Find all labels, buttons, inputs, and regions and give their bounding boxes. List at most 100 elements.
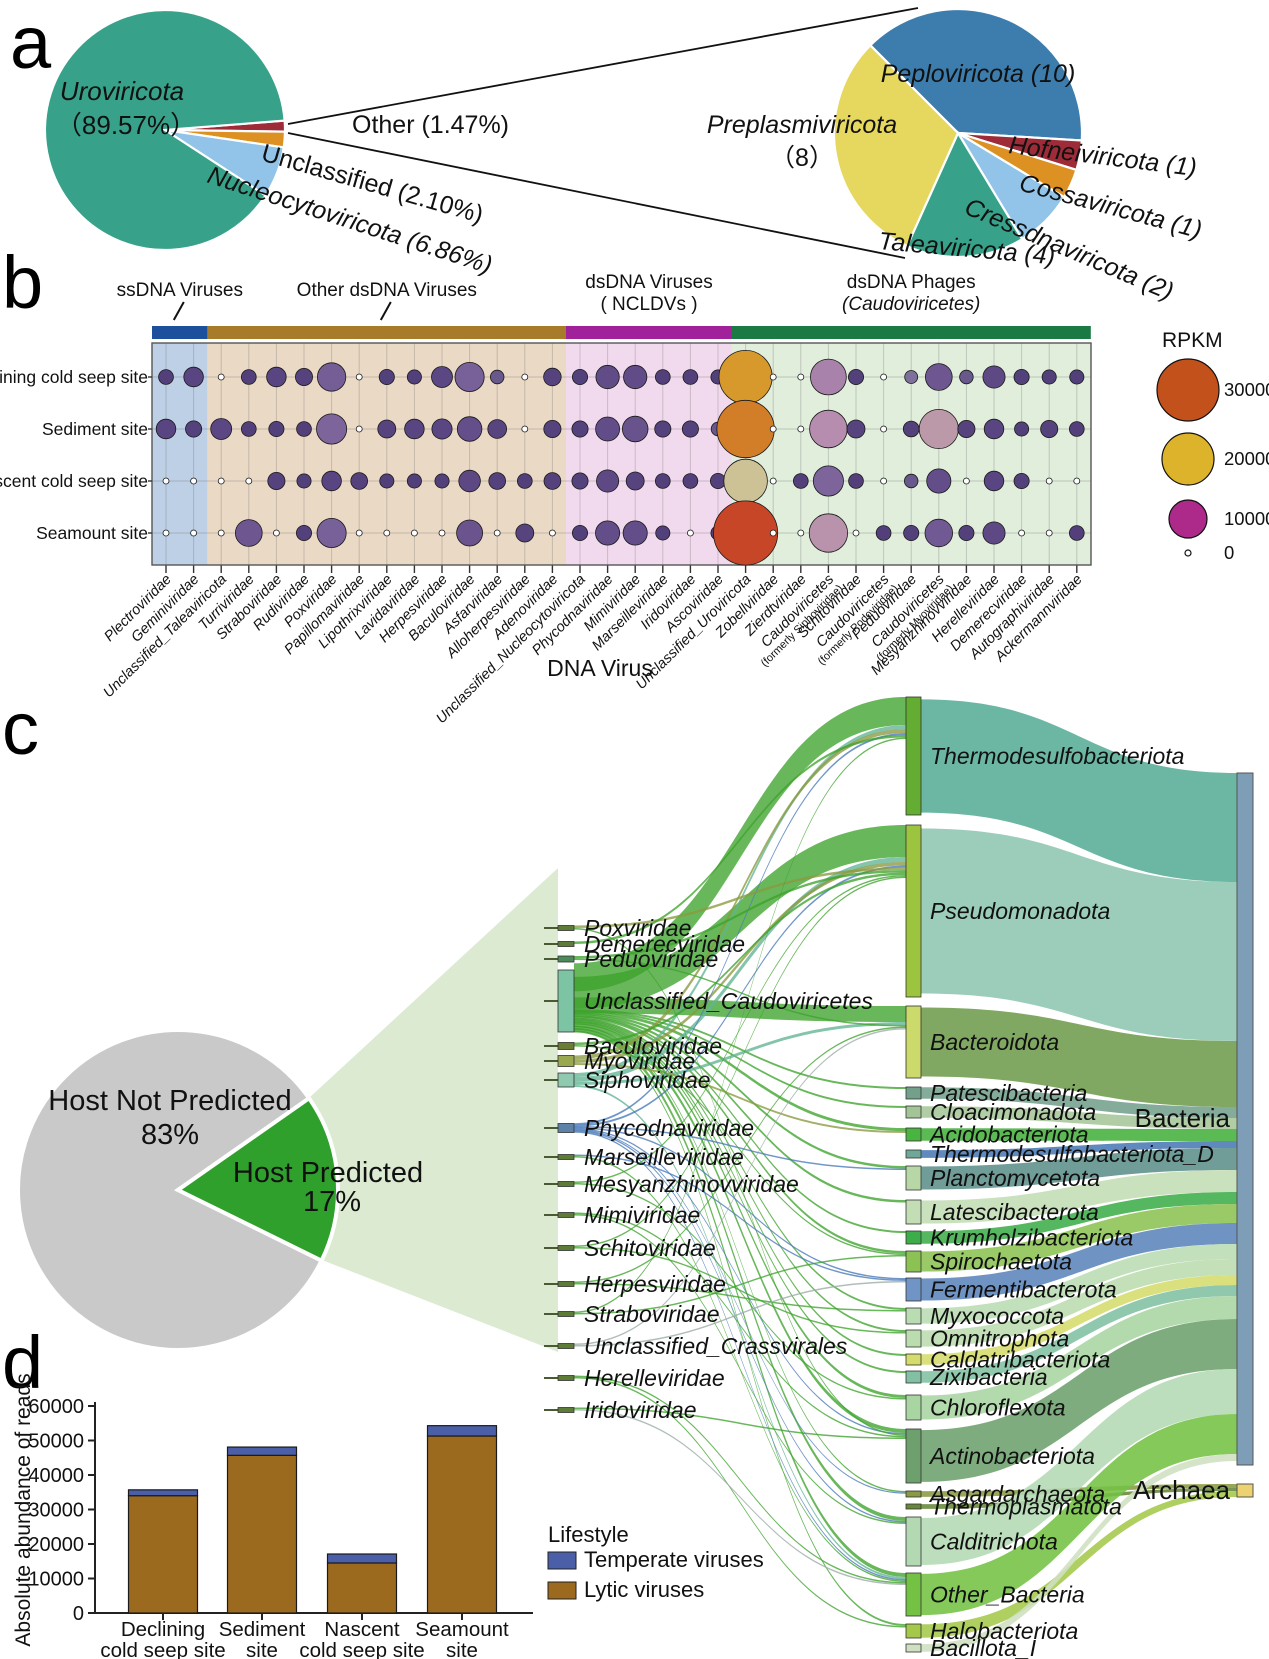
bubble-Asfarviridae [488, 472, 507, 490]
bubble-Unclassified_Nucleocytoviricota [572, 368, 589, 385]
sankey-link [921, 1369, 1237, 1566]
bubble-Asfarviridae [493, 529, 501, 537]
pie-slice-label-preplasmiviricota: Preplasmiviricota [707, 111, 897, 139]
sankey-node-Caldatribacteriota [905, 1353, 922, 1366]
sankey-link [574, 1030, 906, 1626]
bubble-matrix: ssDNA Viruses Other dsDNA Viruses dsDNA Vi… [0, 272, 1092, 727]
bubble-Poxviridae [321, 470, 342, 492]
bubble-Marseilleviridae [654, 473, 671, 489]
y-tick-label: 40000 [28, 1465, 84, 1487]
sankey-link [574, 1247, 906, 1334]
sankey-mid-label: Thermodesulfobacteriota_D [930, 1141, 1214, 1167]
bubble-Papillomaviridae [355, 425, 363, 433]
beam-shape [309, 868, 558, 1352]
group-label: ssDNA Viruses [117, 280, 243, 301]
bar-lytic-Nascent [326, 1562, 398, 1614]
sankey-link [574, 1010, 906, 1131]
sankey-link [574, 697, 906, 992]
sankey-link [574, 1126, 906, 1170]
bubble-Straboviridae [266, 366, 287, 388]
sankey-mid-label: Planctomycetota [930, 1165, 1100, 1191]
pie-slice-Taleaviricota [905, 130, 1024, 259]
sankey-link [574, 725, 906, 1077]
sankey-node-Chloroflexota [905, 1394, 922, 1421]
legend-circle-20000 [1161, 432, 1215, 486]
sankey-node-Halobacteriota [905, 1623, 922, 1639]
bubble-Schitoviridae [846, 419, 866, 439]
bubble-Straboviridae [268, 420, 285, 437]
pie-slice-Host Predicted [174, 1095, 340, 1264]
sankey-link [574, 1022, 906, 1433]
group-sublabel: (Caudoviricetes) [842, 294, 980, 315]
y-tick-label: 30000 [28, 1500, 84, 1522]
bubble-Caudoviricetes [880, 477, 887, 485]
sankey-mid-label: Latescibacterota [930, 1199, 1099, 1225]
bubble-Mimiviridae [625, 471, 645, 491]
sankey-link [574, 825, 906, 1009]
y-tick-label: 0 [73, 1603, 84, 1625]
bubble-Unclassified_Taleaviricota [217, 477, 225, 485]
sankey-left-label: Siphoviridae [584, 1067, 711, 1093]
sankey-link [574, 1377, 906, 1628]
bubble-Ackermannviridae [1069, 421, 1085, 437]
sankey-node-Thermodesulfobacteriota [905, 696, 922, 816]
bubble-Caudoviricetes [924, 518, 954, 548]
bubble-Rudiviridae [295, 525, 312, 542]
bubble-Plectroviridae [162, 529, 170, 537]
sankey-link [574, 857, 906, 1082]
sankey-left-label: Mimiviridae [584, 1202, 700, 1228]
sankey-link [921, 828, 1237, 1041]
bubble-Zierdtviridae [797, 425, 805, 433]
sankey-left-label: Baculoviridae [584, 1033, 722, 1059]
sankey-link [574, 1154, 906, 1281]
sankey-node-Cloacimonadota [905, 1105, 922, 1119]
sankey-link [574, 1017, 906, 1310]
legend-value: 10000 [1224, 508, 1269, 529]
pie-slice-label-other: Other (1.47%) [352, 111, 509, 139]
sankey-link [574, 1375, 906, 1584]
bubble-Iridoviridae [681, 420, 699, 438]
sankey-node-Krumholzibacteriota [905, 1230, 922, 1245]
sankey-node-Siphoviridae [557, 1072, 575, 1088]
bubble-Straboviridae [272, 529, 280, 537]
sankey-link [921, 1414, 1237, 1616]
bubble-Turriviridae [245, 477, 253, 485]
pie-other-breakdown [832, 7, 1084, 259]
sankey-node-Zixibacteria [905, 1370, 922, 1384]
group-label: dsDNA Viruses [585, 272, 712, 293]
pie-slice-Uroviricota [43, 8, 286, 252]
sankey-link [574, 1127, 906, 1280]
bubble-Caudoviricetes [808, 513, 849, 553]
sankey-link [574, 1016, 906, 1254]
sankey-link [574, 1012, 906, 1169]
legend-value: 30000 [1224, 379, 1269, 400]
sankey-mid-label: Thermoplasmatota [930, 1494, 1122, 1520]
bubble-Zierdtviridae [797, 529, 805, 537]
sankey-mid-label: Pseudomonadota [930, 898, 1110, 924]
bubble-Poxviridae [316, 518, 347, 549]
sankey-mid-label: Caldatribacteriota [930, 1347, 1110, 1373]
sankey-node-Fermentibacterota [905, 1277, 922, 1302]
sankey-left-label: Schitoviridae [584, 1235, 716, 1261]
sankey-link [921, 1007, 1237, 1107]
sankey-node-Pseudomonadota [905, 824, 922, 998]
bubble-Phycodnaviridae [595, 520, 621, 546]
bar-y-axis-title: Absolute abundance of reads [12, 1373, 35, 1646]
bubble-Unclassified_Nucleocytoviricota [572, 525, 589, 542]
bubble-Mimiviridae [622, 520, 648, 546]
sankey-link [574, 1255, 906, 1315]
sankey-node-Planctomycetota [905, 1165, 922, 1191]
bubble-Zobellviridae [769, 373, 777, 381]
bubble-Demerecviridae [1014, 421, 1030, 437]
sankey-mid-label: Bacillota_I [930, 1635, 1037, 1659]
sankey-link [574, 1128, 906, 1435]
bubble-Ackermannviridae [1069, 369, 1085, 385]
sankey-node-Archaea [1236, 1483, 1254, 1498]
sankey-link [574, 1130, 906, 1523]
bubble-Geminiviridae [190, 529, 198, 537]
sankey-mid-label: Myxococcota [930, 1303, 1064, 1329]
bubble-Demerecviridae [1013, 472, 1030, 489]
bubble-Lavidaviridae [404, 418, 425, 440]
bubble-Herelleviridae [983, 470, 1005, 492]
